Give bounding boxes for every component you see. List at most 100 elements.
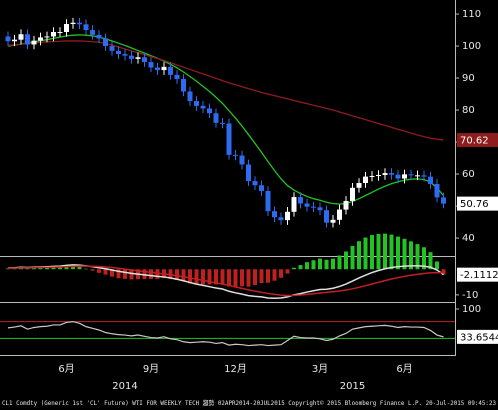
last-value-label: 50.76 xyxy=(460,199,489,210)
series-line xyxy=(7,320,444,347)
candle-body xyxy=(317,207,323,211)
candle-body xyxy=(246,164,251,182)
x-year-label: 2015 xyxy=(340,381,365,392)
candle-body xyxy=(239,155,245,165)
last-value-label: 70.62 xyxy=(460,136,489,147)
histogram-bar xyxy=(279,269,283,278)
histogram-bar xyxy=(253,269,257,286)
histogram-bar xyxy=(396,236,400,270)
candle-body xyxy=(200,105,206,109)
candle-body xyxy=(226,123,232,155)
y-tick-label: 100 xyxy=(462,304,481,315)
candle-body xyxy=(38,37,43,41)
histogram-bar xyxy=(363,237,368,270)
histogram-bar xyxy=(97,269,101,273)
histogram-bar xyxy=(71,264,75,270)
histogram-bar xyxy=(324,259,329,270)
candle-body xyxy=(168,66,173,75)
histogram-bar xyxy=(129,269,134,280)
candle-body xyxy=(220,122,225,124)
histogram-bar xyxy=(155,269,160,279)
histogram-bar xyxy=(383,233,387,270)
candle-body xyxy=(103,38,108,47)
histogram-bar xyxy=(402,238,407,270)
x-tick-label: 9月 xyxy=(143,363,159,375)
candle-body xyxy=(129,55,134,59)
series-line xyxy=(7,34,444,205)
candle-body xyxy=(64,23,69,32)
candle-body xyxy=(116,50,121,55)
candle-body xyxy=(25,34,30,45)
candle-body xyxy=(252,181,258,186)
candle-body xyxy=(135,57,141,59)
histogram-bar xyxy=(201,269,205,285)
candle-body xyxy=(5,36,11,42)
candle-body xyxy=(285,211,290,221)
candle-body xyxy=(441,197,446,204)
histogram-bar xyxy=(435,261,439,270)
candle-body xyxy=(90,30,95,35)
candle-body xyxy=(395,174,401,179)
histogram-bar xyxy=(123,269,127,279)
candle-body xyxy=(350,187,355,201)
histogram-bar xyxy=(116,269,121,279)
candle-body xyxy=(109,46,115,51)
histogram-bar xyxy=(6,268,10,270)
histogram-bar xyxy=(285,269,290,274)
histogram-bar xyxy=(370,235,374,270)
candle-body xyxy=(278,217,284,221)
x-tick-label: 6月 xyxy=(58,363,74,375)
candle-body xyxy=(415,175,420,177)
candle-body xyxy=(51,31,56,37)
last-value-label-box xyxy=(457,329,498,344)
series-line xyxy=(7,40,444,141)
histogram-bar xyxy=(350,245,355,270)
histogram-bar xyxy=(38,267,43,270)
histogram-bar xyxy=(25,268,30,270)
candle-body xyxy=(428,176,433,184)
candle-body xyxy=(259,185,264,192)
histogram-bar xyxy=(103,269,108,275)
x-tick-label: 6月 xyxy=(396,363,412,375)
candle-body xyxy=(343,200,349,210)
histogram-bar xyxy=(220,269,225,284)
last-value-label-box xyxy=(457,267,498,282)
histogram-bar xyxy=(51,266,56,270)
candle-body xyxy=(142,57,147,63)
histogram-bar xyxy=(272,269,277,281)
y-tick-label: 80 xyxy=(462,105,475,116)
histogram-bar xyxy=(389,234,394,270)
candle-body xyxy=(161,66,167,71)
histogram-bar xyxy=(246,269,251,287)
candle-body xyxy=(298,197,303,204)
candle-body xyxy=(44,36,50,38)
candle-body xyxy=(337,209,342,220)
candle-body xyxy=(402,174,407,179)
histogram-bar xyxy=(207,269,212,285)
histogram-bar xyxy=(233,269,238,287)
histogram-bar xyxy=(331,258,335,270)
candle-body xyxy=(408,174,414,176)
histogram-bar xyxy=(298,265,303,270)
candle-body xyxy=(155,67,160,71)
histogram-bar xyxy=(409,241,413,270)
candle-body xyxy=(57,31,63,33)
histogram-bar xyxy=(428,252,433,270)
histogram-bar xyxy=(90,269,95,271)
candle-body xyxy=(70,22,76,24)
histogram-bar xyxy=(344,251,348,270)
histogram-bar xyxy=(415,244,420,270)
histogram-bar xyxy=(77,266,82,270)
y-tick-label: 90 xyxy=(462,73,475,84)
histogram-bar xyxy=(441,269,446,275)
candle-body xyxy=(304,203,310,207)
histogram-bar xyxy=(259,269,264,284)
candle-body xyxy=(174,74,180,80)
candle-body xyxy=(83,24,89,31)
histogram-bar xyxy=(227,269,231,287)
candle-body xyxy=(363,176,368,184)
histogram-bar xyxy=(318,258,322,270)
histogram-bar xyxy=(376,233,381,270)
histogram-bar xyxy=(311,260,316,270)
